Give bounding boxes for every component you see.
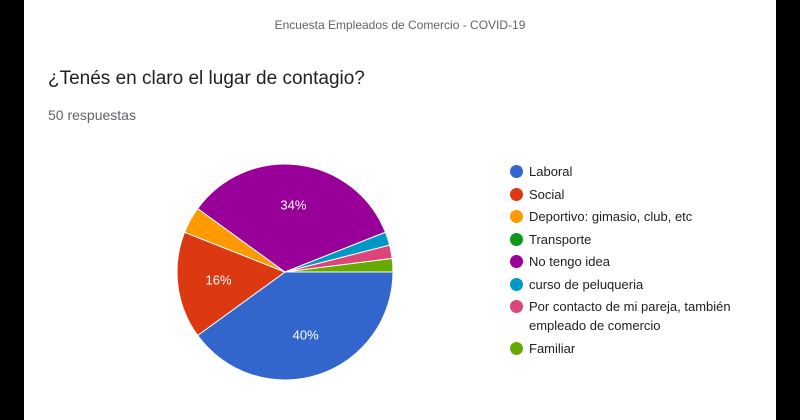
legend-swatch-icon bbox=[510, 232, 523, 246]
legend-label: Transporte bbox=[529, 231, 592, 247]
legend-item-laboral[interactable]: Laboral bbox=[510, 162, 770, 181]
legend-label: No tengo idea bbox=[529, 254, 610, 269]
legend-swatch-icon bbox=[510, 210, 523, 223]
legend-item-contacto-pareja[interactable]: Por contacto de mi pareja, también emple… bbox=[510, 297, 770, 335]
legend-item-familiar[interactable]: Familiar bbox=[510, 339, 770, 358]
legend-swatch-icon bbox=[510, 277, 523, 291]
legend-item-no-tengo-idea[interactable]: No tengo idea bbox=[510, 252, 770, 271]
pie-slice-1[interactable] bbox=[176, 231, 287, 337]
legend-label: Social bbox=[529, 186, 565, 202]
legend-label: Familiar bbox=[529, 340, 576, 356]
legend-item-deportivo[interactable]: Deportivo: gimasio, club, etc bbox=[510, 207, 770, 226]
legend-label: Laboral bbox=[529, 164, 573, 179]
legend-label: Deportivo: gimasio, club, etc bbox=[529, 209, 693, 224]
pie-slice-label-4: 34% bbox=[280, 198, 306, 213]
legend-item-social[interactable]: Social bbox=[510, 185, 770, 204]
legend-item-transporte[interactable]: Transporte bbox=[510, 230, 770, 249]
question-title: ¿Tenés en claro el lugar de contagio? bbox=[48, 68, 365, 89]
pie-chart: 40% 16% 34% bbox=[176, 163, 394, 381]
response-count: 50 respuestas bbox=[48, 107, 136, 123]
form-title: Encuesta Empleados de Comercio - COVID-1… bbox=[274, 18, 526, 32]
chart-legend: Laboral Social Deportivo: gimasio, club,… bbox=[510, 162, 770, 361]
legend-label: curso de peluqueria bbox=[529, 276, 644, 292]
pie-slice-label-0: 40% bbox=[293, 328, 319, 343]
pie-slice-4[interactable] bbox=[196, 163, 387, 273]
legend-swatch-icon bbox=[510, 300, 523, 313]
pie-slice-0[interactable] bbox=[196, 271, 394, 381]
pie-slice-label-1: 16% bbox=[206, 272, 232, 287]
legend-swatch-icon bbox=[510, 341, 523, 355]
legend-label: Por contacto de mi pareja, también emple… bbox=[529, 299, 731, 333]
pie-slice-7[interactable] bbox=[284, 257, 394, 273]
response-card: Encuesta Empleados de Comercio - COVID-1… bbox=[24, 0, 776, 420]
legend-swatch-icon bbox=[510, 187, 523, 201]
legend-item-curso-peluqueria[interactable]: curso de peluqueria bbox=[510, 275, 770, 294]
legend-swatch-icon bbox=[510, 165, 523, 178]
legend-swatch-icon bbox=[510, 255, 523, 268]
